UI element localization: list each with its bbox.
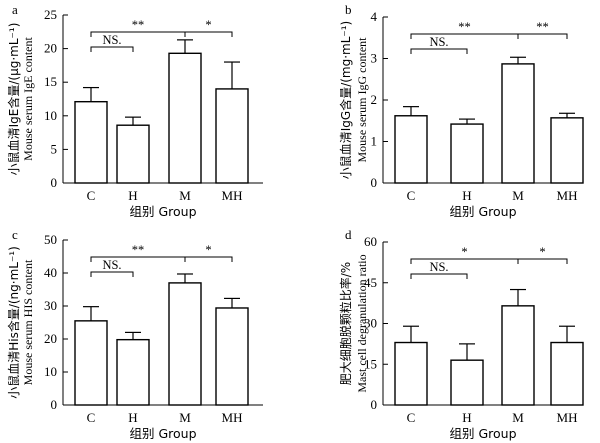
bar-H <box>116 338 150 406</box>
chart-panel-c: c 0 10 20 30 40 50 C H M MH 组别 Group 小鼠血清His含量/(ng·m… <box>6 227 263 441</box>
significance-bracket <box>184 31 233 37</box>
y-tick-label: 60 <box>364 234 377 249</box>
significance-bracket <box>410 48 468 54</box>
y-axis-title-en: Mouse serum IgG content <box>355 37 369 163</box>
x-axis-title: 组别 Group <box>449 426 516 441</box>
chart-panel-a: a 0 5 10 15 20 25 C H M MH 组别 Group 小鼠血清IgE含量/(μg·mL… <box>6 2 263 219</box>
panel-label: c <box>12 227 18 242</box>
y-tick-label: 30 <box>44 298 57 313</box>
x-tick-label: C <box>407 410 416 425</box>
y-tick-label: 20 <box>44 41 57 56</box>
bar-C <box>74 100 108 184</box>
bar-H <box>450 123 484 184</box>
significance-label: NS. <box>102 258 121 272</box>
significance-bracket <box>184 256 233 262</box>
x-tick-label: H <box>128 188 137 203</box>
bar-MH <box>215 307 249 406</box>
y-axis-title-en: Mouse serum IgE content <box>21 37 35 161</box>
significance-label: * <box>461 245 467 259</box>
x-axis-title: 组别 Group <box>129 426 196 441</box>
x-tick-label: M <box>512 410 524 425</box>
y-axis-title-cn: 小鼠血清IgG含量/(mg·mL⁻¹) <box>338 21 353 180</box>
bar-M <box>501 305 535 406</box>
chart-panel-d: d 0 15 30 45 60 C H M MH 组别 Group 肥大细胞脱颗粒比率/% Mast c… <box>338 227 584 441</box>
y-tick-label: 15 <box>44 74 57 89</box>
significance-bracket <box>90 271 134 277</box>
x-axis-title: 组别 Group <box>449 204 516 219</box>
significance-label: ** <box>132 18 145 32</box>
y-tick-label: 30 <box>364 316 377 331</box>
y-axis-title-en: Mast cell degranulation ratio <box>355 254 369 392</box>
x-tick-label: M <box>512 188 524 203</box>
y-axis-title-en: Mouse serum HIS content <box>21 259 35 385</box>
y-tick-label: 3 <box>371 51 378 66</box>
chart-panel-b: b 0 1 2 3 4 C H M MH 组别 Group 小鼠血清IgG含量/(mg·mL⁻¹) Mo… <box>338 2 584 219</box>
bar-M <box>168 52 202 184</box>
panel-label: b <box>345 2 352 17</box>
y-tick-label: 20 <box>44 331 57 346</box>
significance-label: ** <box>458 20 471 34</box>
x-tick-label: H <box>462 188 471 203</box>
y-tick-label: 40 <box>44 265 57 280</box>
y-tick-label: 0 <box>371 397 378 412</box>
bar-MH <box>215 88 249 184</box>
significance-label: NS. <box>102 33 121 47</box>
y-tick-label: 2 <box>371 92 378 107</box>
y-tick-label: 4 <box>371 9 378 24</box>
bar-MH <box>550 341 584 406</box>
x-tick-label: C <box>87 188 96 203</box>
y-tick-label: 10 <box>44 108 57 123</box>
bar-M <box>501 63 535 184</box>
bar-C <box>394 115 428 184</box>
y-tick-label: 0 <box>51 175 58 190</box>
x-tick-label: MH <box>222 410 243 425</box>
bar-M <box>168 282 202 406</box>
x-tick-label: C <box>407 188 416 203</box>
y-tick-label: 0 <box>51 397 58 412</box>
x-tick-label: MH <box>557 188 578 203</box>
significance-label: * <box>205 18 211 32</box>
x-tick-label: MH <box>557 410 578 425</box>
y-tick-label: 5 <box>51 141 58 156</box>
panel-label: d <box>345 227 352 242</box>
significance-bracket <box>517 33 568 39</box>
y-tick-label: 0 <box>371 175 378 190</box>
x-tick-label: MH <box>222 188 243 203</box>
y-tick-label: 1 <box>371 134 378 149</box>
y-tick-label: 50 <box>44 232 57 247</box>
panel-label: a <box>12 2 18 17</box>
significance-bracket <box>410 258 519 264</box>
x-tick-label: M <box>179 188 191 203</box>
x-tick-label: H <box>128 410 137 425</box>
significance-label: * <box>539 245 545 259</box>
y-tick-label: 10 <box>44 364 57 379</box>
bar-C <box>394 341 428 406</box>
y-axis-title-cn: 小鼠血清His含量/(ng·mL⁻¹) <box>6 246 21 399</box>
significance-bracket <box>90 46 134 52</box>
y-tick-label: 25 <box>44 7 57 22</box>
significance-label: NS. <box>429 260 448 274</box>
x-tick-label: H <box>462 410 471 425</box>
significance-bracket <box>410 33 519 39</box>
y-axis-title-cn: 小鼠血清IgE含量/(μg·mL⁻¹) <box>6 23 21 176</box>
x-axis-title: 组别 Group <box>129 204 196 219</box>
x-tick-label: M <box>179 410 191 425</box>
significance-label: ** <box>132 243 145 257</box>
bar-MH <box>550 117 584 184</box>
x-tick-label: C <box>87 410 96 425</box>
bar-C <box>74 320 108 406</box>
y-tick-label: 45 <box>364 275 377 290</box>
significance-label: * <box>205 243 211 257</box>
bar-H <box>450 359 484 406</box>
significance-label: ** <box>536 20 549 34</box>
y-tick-label: 15 <box>364 356 377 371</box>
bar-H <box>116 124 150 184</box>
y-axis-title-cn: 肥大细胞脱颗粒比率/% <box>338 262 353 385</box>
significance-bracket <box>517 258 568 264</box>
significance-bracket <box>410 273 468 279</box>
significance-label: NS. <box>429 35 448 49</box>
